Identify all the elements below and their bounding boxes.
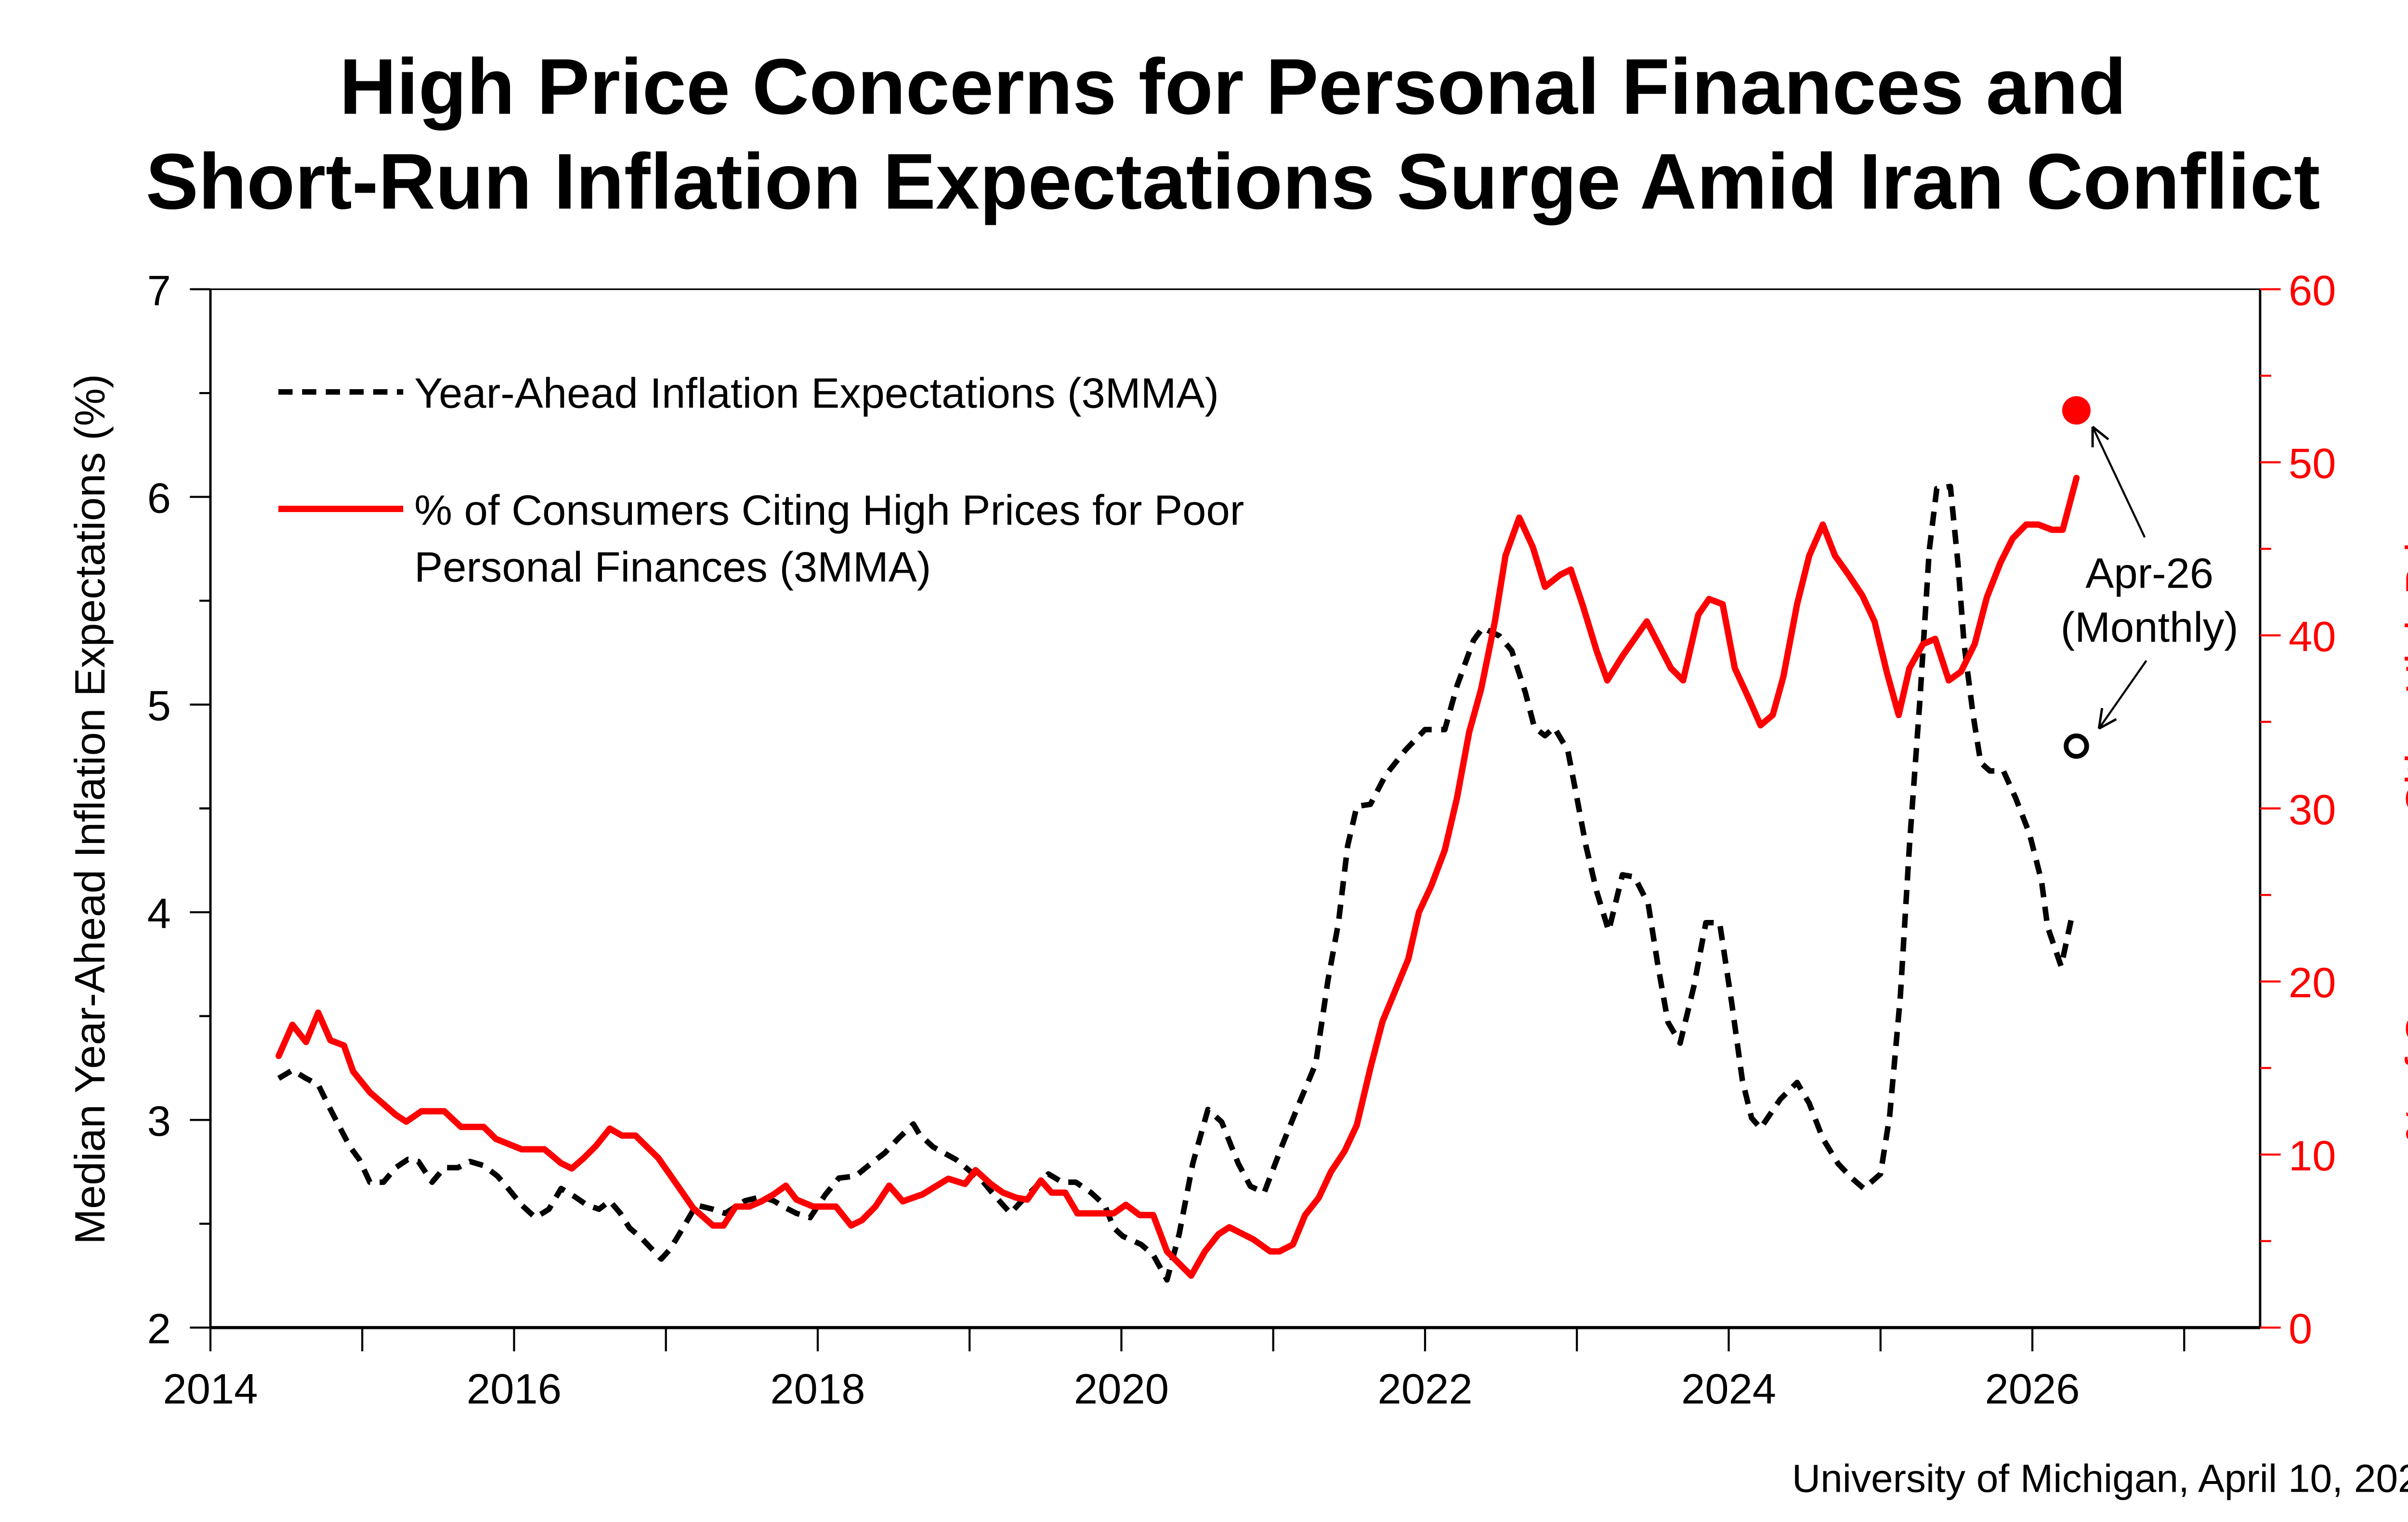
left-y-tick-label: 6 [147, 474, 171, 522]
x-tick-label: 2016 [467, 1365, 562, 1413]
right-y-tick-label: 40 [2289, 613, 2336, 660]
legend: Year-Ahead Inflation Expectations (3MMA)… [278, 369, 1244, 591]
latest-monthly-high-prices-marker [2062, 396, 2091, 425]
right-axis-title: % of Consumers Citing High Prices [2397, 476, 2408, 1142]
legend-label-inflation: Year-Ahead Inflation Expectations (3MMA) [414, 369, 1219, 417]
left-y-tick-label: 4 [147, 890, 171, 937]
x-tick-label: 2014 [163, 1365, 258, 1413]
annotation-line1: Apr-26 [2085, 550, 2213, 597]
left-y-tick-label: 7 [147, 266, 171, 314]
source-note: University of Michigan, April 10, 2026 [1792, 1457, 2408, 1501]
x-tick-label: 2020 [1074, 1365, 1169, 1413]
annotation-line2: (Monthly) [2061, 603, 2238, 651]
right-y-tick-label: 30 [2289, 786, 2336, 833]
left-y-tick-label: 5 [147, 682, 171, 730]
x-tick-label: 2024 [1681, 1365, 1776, 1413]
chart-title-line1: High Price Concerns for Personal Finance… [340, 42, 2127, 131]
latest-monthly-inflation-marker [2064, 733, 2089, 759]
legend-label-high-prices-line2: Personal Finances (3MMA) [414, 543, 931, 591]
arrowhead-up-icon [2091, 426, 2109, 447]
x-tick-label: 2026 [1985, 1365, 2080, 1413]
annotation-arrow-to-black-circle [2098, 660, 2147, 729]
right-y-tick-label: 50 [2289, 440, 2336, 487]
legend-label-high-prices-line1: % of Consumers Citing High Prices for Po… [414, 486, 1244, 534]
axes [209, 288, 2262, 1329]
high-prices-line [275, 474, 2080, 1279]
x-tick-label: 2018 [770, 1365, 865, 1413]
arrowhead-down-icon [2097, 708, 2117, 730]
x-tick-label: 2022 [1377, 1365, 1472, 1413]
left-y-tick-label: 3 [147, 1097, 171, 1145]
inflation-expectations-line [277, 484, 2075, 1283]
right-y-tick-label: 60 [2289, 266, 2336, 314]
annotation: Apr-26 (Monthly) [2061, 426, 2238, 730]
right-y-tick-label: 0 [2289, 1305, 2312, 1352]
left-axis-title: Median Year-Ahead Inflation Expectations… [66, 374, 114, 1245]
right-y-tick-label: 10 [2289, 1132, 2336, 1180]
left-y-tick-label: 2 [147, 1305, 171, 1352]
right-y-tick-label: 20 [2289, 959, 2336, 1007]
annotation-arrow-to-red-dot [2092, 426, 2146, 538]
chart-title-line2: Short-Run Inflation Expectations Surge A… [146, 137, 2320, 225]
